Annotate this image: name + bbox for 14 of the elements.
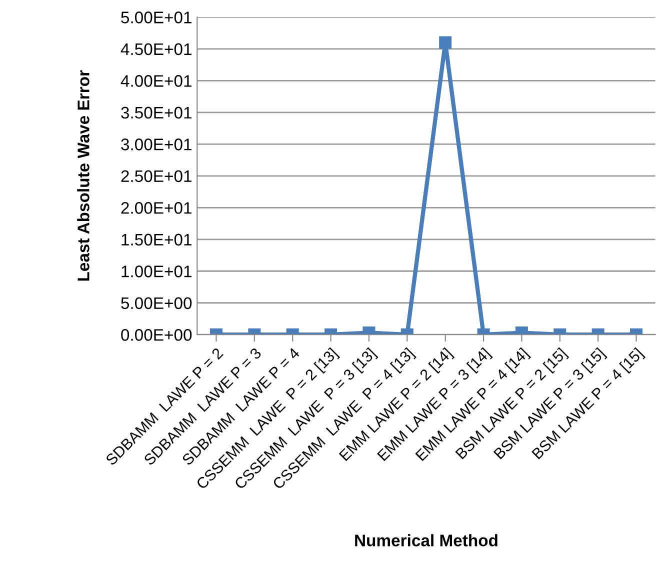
y-tick-label: 2.00E+01 xyxy=(121,202,192,214)
y-tick-label: 4.50E+01 xyxy=(120,43,192,56)
y-tick-label: 5.00E+01 xyxy=(121,12,192,24)
y-tick-label: 3.00E+01 xyxy=(121,138,192,150)
y-tick-label: 1.00E+01 xyxy=(122,266,192,278)
y-tick-label: 0.00E+00 xyxy=(121,329,192,341)
y-tick-label: 2.50E+01 xyxy=(121,170,192,182)
y-tick-label: 4.00E+01 xyxy=(120,75,192,87)
point xyxy=(439,36,452,49)
y-axis-title: Least Absolute Wave Error xyxy=(77,70,90,281)
y-tick-label: 3.50E+01 xyxy=(121,106,192,119)
y-tick-label: 5.00E+00 xyxy=(121,297,192,310)
x-axis-title: Numerical Method xyxy=(355,534,498,546)
y-tick-label: 1.50E+01 xyxy=(122,234,192,246)
